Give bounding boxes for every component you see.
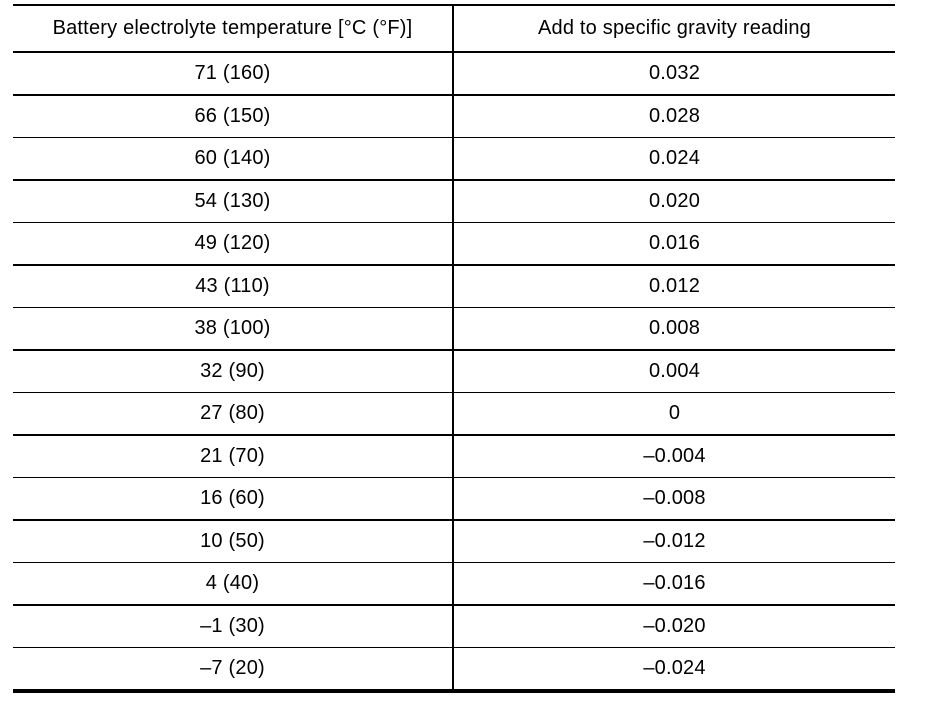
temperature-cell: 38 (100)	[13, 307, 454, 351]
table-row: 32 (90) 0.004	[13, 350, 895, 393]
correction-cell: 0.016	[453, 222, 895, 266]
table-row: 54 (130) 0.020	[13, 180, 895, 223]
correction-cell: –0.020	[453, 605, 895, 648]
temperature-cell: 66 (150)	[13, 95, 454, 138]
table-row: 21 (70) –0.004	[13, 435, 895, 478]
table-row: 38 (100) 0.008	[13, 307, 895, 351]
temperature-cell: –1 (30)	[13, 605, 454, 648]
table-row: 27 (80) 0	[13, 392, 895, 436]
correction-cell: 0.032	[453, 52, 895, 96]
table-row: 10 (50) –0.012	[13, 520, 895, 563]
header-row: Battery electrolyte temperature [°C (°F)…	[13, 5, 895, 53]
table-header: Battery electrolyte temperature [°C (°F)…	[13, 5, 895, 53]
column-header-temperature: Battery electrolyte temperature [°C (°F)…	[13, 5, 454, 53]
table-body: 71 (160) 0.032 66 (150) 0.028 60 (140) 0…	[13, 52, 895, 691]
correction-cell: –0.012	[453, 520, 895, 563]
correction-cell: 0.020	[453, 180, 895, 223]
correction-cell: 0.012	[453, 265, 895, 308]
temperature-cell: 32 (90)	[13, 350, 454, 393]
temperature-cell: 16 (60)	[13, 477, 454, 521]
correction-cell: –0.016	[453, 562, 895, 606]
correction-cell: –0.024	[643, 657, 706, 679]
column-header-correction: Add to specific gravity reading	[453, 5, 895, 53]
table-row: 43 (110) 0.012	[13, 265, 895, 308]
temperature-cell: 43 (110)	[13, 265, 454, 308]
temperature-cell: –7 (20)	[13, 647, 454, 691]
table-row: 60 (140) 0.024	[13, 137, 895, 181]
correction-cell: 0.024	[453, 137, 895, 181]
table-row: 4 (40) –0.016	[13, 562, 895, 606]
table-row: –7 (20) –0.024	[13, 647, 895, 691]
temperature-cell: 21 (70)	[13, 435, 454, 478]
table-row: –1 (30) –0.020	[13, 605, 895, 648]
temperature-correction-table: Battery electrolyte temperature [°C (°F)…	[13, 4, 895, 693]
table-row: 49 (120) 0.016	[13, 222, 895, 266]
correction-cell: 0.028	[453, 95, 895, 138]
temperature-cell: 49 (120)	[13, 222, 454, 266]
temperature-cell: 10 (50)	[13, 520, 454, 563]
correction-cell: –0.008	[453, 477, 895, 521]
table-row: 71 (160) 0.032	[13, 52, 895, 96]
table-row: 66 (150) 0.028	[13, 95, 895, 138]
temperature-cell: 27 (80)	[13, 392, 454, 436]
temperature-cell: 4 (40)	[13, 562, 454, 606]
correction-cell: 0.008	[453, 307, 895, 351]
correction-cell: –0.004	[453, 435, 895, 478]
temperature-cell: 54 (130)	[13, 180, 454, 223]
temperature-cell: 71 (160)	[13, 52, 454, 96]
correction-cell: 0.004	[453, 350, 895, 393]
table-row: 16 (60) –0.008	[13, 477, 895, 521]
temperature-cell: 60 (140)	[13, 137, 454, 181]
correction-cell: 0	[453, 392, 895, 436]
